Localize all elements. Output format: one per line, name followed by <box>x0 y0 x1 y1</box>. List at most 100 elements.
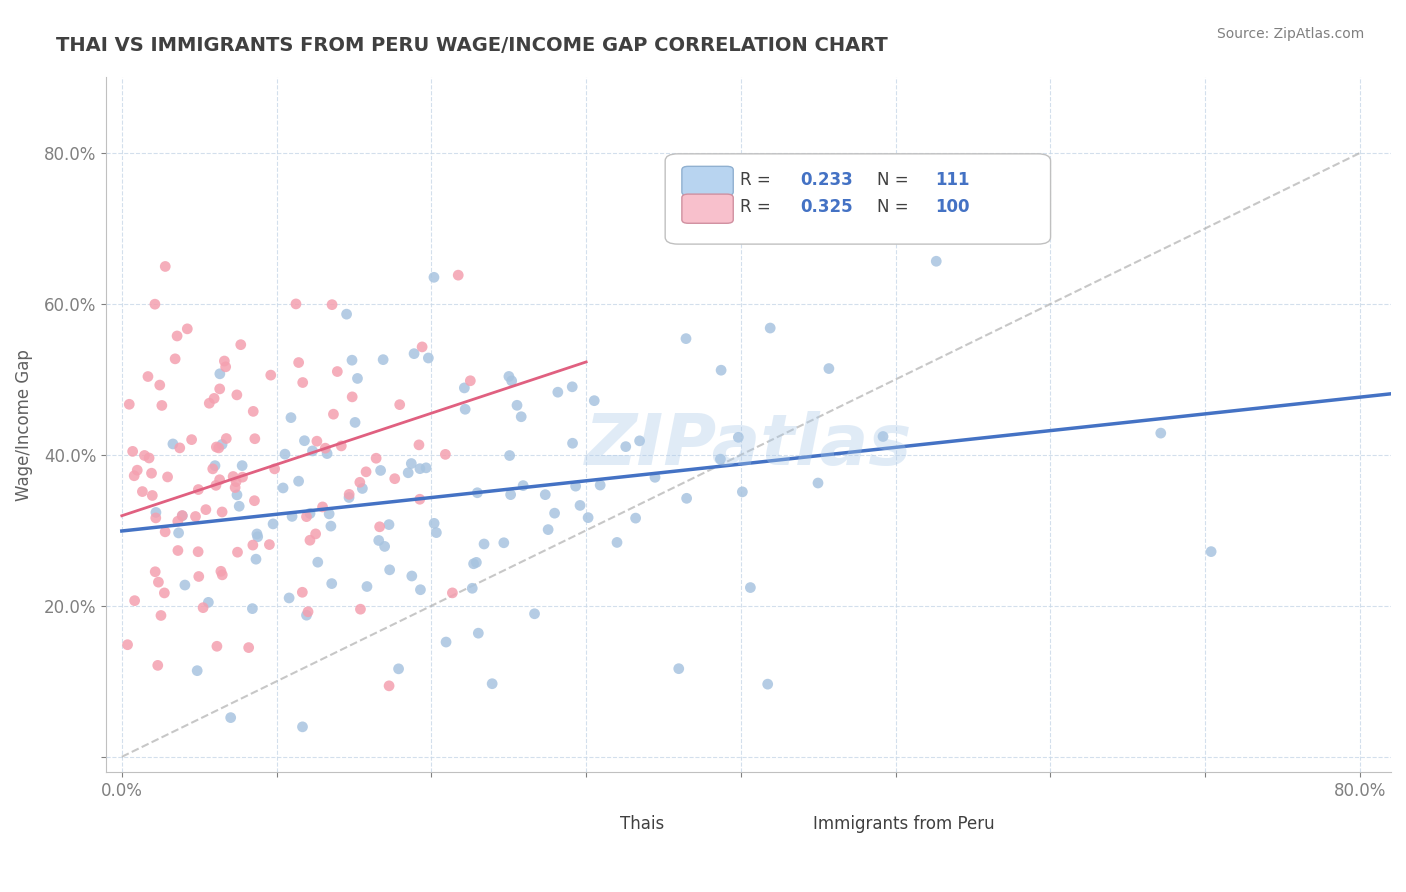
Point <box>564 479 586 493</box>
Point <box>186 664 208 678</box>
Point <box>167 543 190 558</box>
Point <box>388 398 411 412</box>
Point <box>311 500 333 514</box>
Point <box>349 475 371 490</box>
FancyBboxPatch shape <box>665 153 1050 244</box>
Point <box>872 429 894 443</box>
Point <box>740 581 762 595</box>
Point <box>378 517 401 532</box>
Point <box>418 351 440 365</box>
Point <box>759 321 782 335</box>
Point <box>321 576 343 591</box>
Point <box>117 638 139 652</box>
Point <box>425 525 447 540</box>
Point <box>434 635 457 649</box>
Point <box>281 509 304 524</box>
Point <box>326 365 349 379</box>
FancyBboxPatch shape <box>578 817 617 837</box>
Point <box>624 511 647 525</box>
Point <box>727 430 749 444</box>
Point <box>396 466 419 480</box>
Point <box>354 465 377 479</box>
Point <box>291 585 314 599</box>
Point <box>194 502 217 516</box>
Point <box>569 499 592 513</box>
Point <box>180 433 202 447</box>
Point <box>330 439 353 453</box>
Point <box>344 416 367 430</box>
Point <box>136 369 159 384</box>
Point <box>228 500 250 514</box>
Point <box>291 376 314 390</box>
Point <box>409 582 432 597</box>
Text: Thais: Thais <box>620 815 665 833</box>
Point <box>122 468 145 483</box>
Point <box>668 662 690 676</box>
Point <box>467 485 489 500</box>
Point <box>211 437 233 451</box>
Point <box>314 441 336 455</box>
Point <box>225 388 247 402</box>
Point <box>174 578 197 592</box>
Point <box>543 506 565 520</box>
Point <box>340 353 363 368</box>
Point <box>460 374 482 388</box>
Point <box>523 607 546 621</box>
Point <box>166 329 188 343</box>
Point <box>141 488 163 502</box>
Point <box>150 399 173 413</box>
Point <box>260 368 283 383</box>
Point <box>229 337 252 351</box>
Point <box>352 482 374 496</box>
Text: 111: 111 <box>935 170 970 188</box>
Point <box>162 437 184 451</box>
Point <box>368 520 391 534</box>
Point <box>280 410 302 425</box>
Text: Immigrants from Peru: Immigrants from Peru <box>813 815 994 833</box>
Point <box>583 393 606 408</box>
Point <box>454 402 477 417</box>
Point <box>278 591 301 605</box>
Point <box>156 470 179 484</box>
Point <box>131 484 153 499</box>
Point <box>498 369 520 384</box>
Point <box>378 563 401 577</box>
Text: 0.325: 0.325 <box>800 198 852 216</box>
Point <box>201 462 224 476</box>
Point <box>191 600 214 615</box>
Point <box>271 481 294 495</box>
Point <box>472 537 495 551</box>
Text: R =: R = <box>740 170 776 188</box>
Point <box>184 509 207 524</box>
FancyBboxPatch shape <box>682 194 734 223</box>
Point <box>512 478 534 492</box>
Point <box>534 488 557 502</box>
Point <box>208 473 231 487</box>
Point <box>187 569 209 583</box>
Point <box>231 470 253 484</box>
Point <box>127 463 149 477</box>
Point <box>501 374 523 388</box>
Point <box>547 385 569 400</box>
Point <box>145 511 167 525</box>
Point <box>510 409 533 424</box>
Point <box>307 555 329 569</box>
Point <box>222 469 245 483</box>
Point <box>295 608 318 623</box>
Point <box>198 396 221 410</box>
Point <box>211 505 233 519</box>
Point <box>187 483 209 497</box>
Point <box>589 478 612 492</box>
Point <box>242 404 264 418</box>
Point <box>319 519 342 533</box>
Point <box>143 565 166 579</box>
Point <box>467 626 489 640</box>
Point <box>225 475 247 489</box>
Point <box>172 508 194 523</box>
Point <box>205 640 228 654</box>
Point <box>205 478 228 492</box>
Point <box>356 580 378 594</box>
Point <box>1150 426 1173 441</box>
Text: R =: R = <box>740 198 776 216</box>
Point <box>209 564 232 578</box>
